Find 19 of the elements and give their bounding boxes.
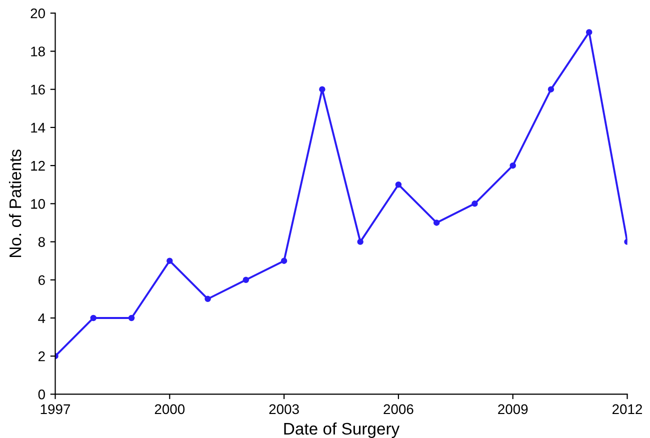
x-tick-label: 2003 [269, 404, 299, 414]
y-tick-label: 20 [30, 8, 45, 18]
y-tick-label: 16 [31, 84, 45, 95]
x-tick-label: 1997 [40, 404, 70, 414]
x-tick-label: 2006 [384, 404, 414, 414]
y-tick-label: 12 [31, 160, 45, 171]
x-tick-label: 2009 [498, 404, 528, 414]
y-tick-label: 18 [31, 46, 45, 56]
y-tick-label: 0 [38, 390, 45, 400]
y-tick-label: 10 [31, 199, 45, 209]
x-axis-title: Date of Surgery [284, 422, 400, 438]
y-axis-title: No. of Patients [8, 150, 22, 257]
y-tick-label: 14 [31, 122, 46, 132]
y-tick-label: 4 [38, 313, 46, 324]
y-tick-label: 6 [38, 275, 45, 286]
y-tick-label: 2 [38, 351, 45, 362]
y-tick-label: 8 [38, 237, 45, 247]
x-tick-label: 2000 [154, 404, 185, 414]
x-tick-label: 2012 [612, 404, 642, 414]
